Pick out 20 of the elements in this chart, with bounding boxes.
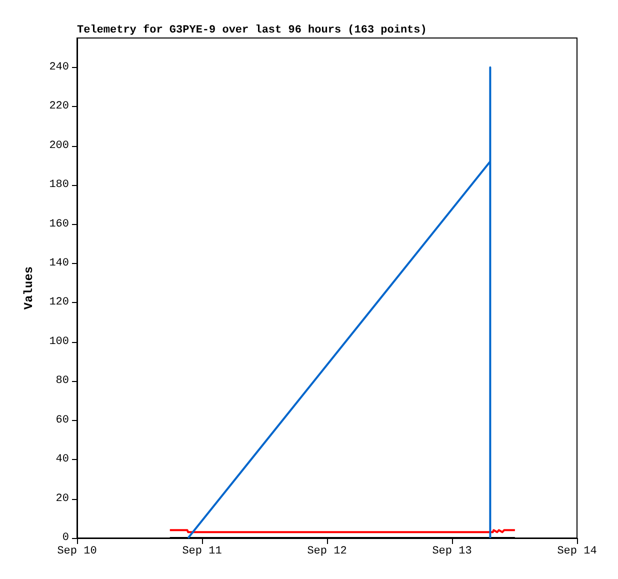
x-tick-label: Sep 12 [307, 546, 347, 558]
y-tick-label: 20 [56, 492, 69, 505]
x-tick-label: Sep 11 [182, 546, 222, 558]
y-tick-label: 100 [49, 336, 69, 348]
y-tick-label: 180 [49, 179, 69, 192]
y-tick-label: 200 [49, 140, 69, 152]
y-tick-label: 60 [56, 414, 69, 426]
y-tick-label: 240 [49, 61, 69, 74]
y-tick-label: 220 [49, 100, 69, 113]
chart-title: Telemetry for G3PYE-9 over last 96 hours (163 points) [77, 24, 427, 36]
x-tick-label: Sep 14 [557, 546, 598, 558]
y-tick-label: 80 [56, 375, 69, 388]
x-tick-label: Sep 10 [57, 546, 97, 558]
y-tick-label: 40 [56, 454, 69, 466]
y-tick-label: 120 [49, 296, 69, 309]
y-tick-label: 0 [62, 532, 69, 544]
y-tick-label: 140 [49, 257, 69, 270]
y-axis-title: Values [22, 266, 36, 310]
x-tick-label: Sep 13 [432, 546, 472, 558]
y-tick-label: 160 [49, 218, 69, 230]
